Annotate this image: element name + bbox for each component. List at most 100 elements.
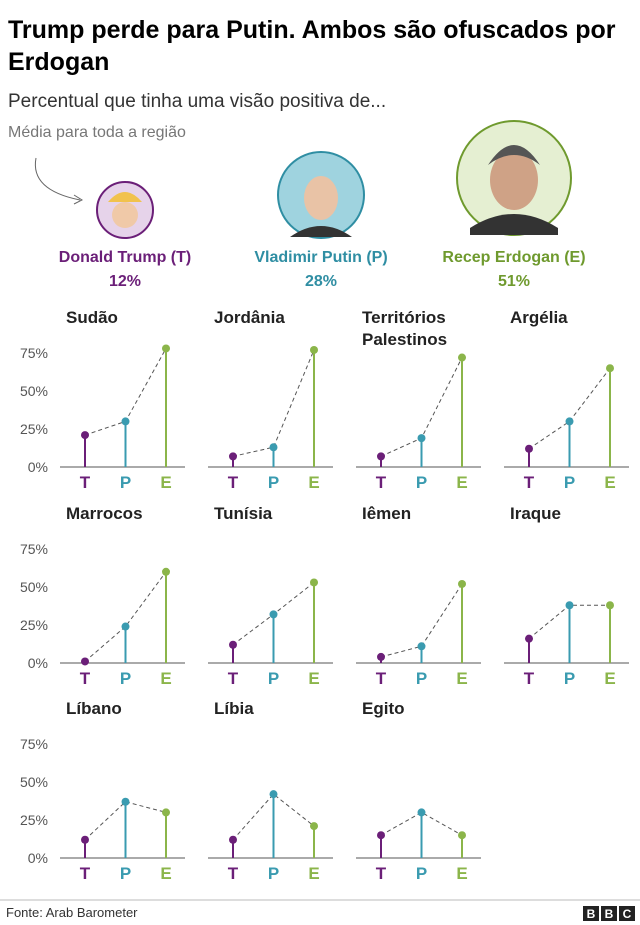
- logo-block: [583, 906, 599, 921]
- dot: [121, 797, 130, 806]
- trend-line: [232, 349, 315, 457]
- x-tick-label: P: [120, 669, 131, 688]
- dot: [458, 353, 466, 362]
- leader-name: Vladimir Putin (P): [254, 249, 387, 266]
- dot: [162, 567, 170, 576]
- dot: [417, 808, 426, 817]
- chart-title: Marrocos: [66, 504, 143, 523]
- logo-block: [601, 906, 617, 921]
- dot: [525, 634, 533, 643]
- chart-title: Líbia: [214, 699, 254, 718]
- y-tick-label: 50%: [20, 579, 48, 595]
- dot: [121, 622, 130, 631]
- x-tick-label: T: [228, 473, 239, 492]
- subtitle: Percentual que tinha uma visão positiva …: [8, 91, 387, 112]
- x-tick-label: T: [228, 669, 239, 688]
- y-tick-label: 75%: [20, 541, 48, 557]
- x-tick-label: P: [268, 669, 279, 688]
- x-tick-label: T: [80, 864, 91, 883]
- x-tick-label: T: [524, 473, 535, 492]
- face: [490, 150, 538, 210]
- title: Trump perde para Putin. Ambos são ofusca…: [8, 16, 616, 76]
- x-tick-label: T: [376, 864, 387, 883]
- x-tick-label: P: [564, 473, 575, 492]
- x-tick-label: E: [604, 473, 615, 492]
- leader-value: 12%: [109, 273, 141, 290]
- dot: [417, 434, 426, 443]
- y-tick-label: 25%: [20, 617, 48, 633]
- x-tick-label: T: [80, 669, 91, 688]
- x-tick-label: E: [308, 473, 319, 492]
- y-tick-label: 0%: [28, 459, 48, 475]
- x-tick-label: P: [416, 473, 427, 492]
- dot: [458, 831, 466, 840]
- dot: [310, 822, 318, 831]
- source: Fonte: Arab Barometer: [6, 905, 138, 920]
- x-tick-label: E: [160, 864, 171, 883]
- x-tick-label: P: [416, 864, 427, 883]
- arrow-head: [73, 194, 84, 205]
- x-tick-label: P: [268, 473, 279, 492]
- suit: [470, 214, 558, 235]
- y-tick-label: 50%: [20, 774, 48, 790]
- annotation-arrow: [34, 157, 81, 201]
- dot: [417, 642, 426, 651]
- x-tick-label: E: [308, 864, 319, 883]
- x-tick-label: P: [416, 669, 427, 688]
- dot: [310, 345, 318, 354]
- x-tick-label: P: [120, 473, 131, 492]
- chart-title: Sudão: [66, 308, 118, 327]
- chart-title: Egito: [362, 699, 405, 718]
- logo-letter: C: [623, 907, 632, 921]
- x-tick-label: T: [228, 864, 239, 883]
- leader-value: 51%: [498, 273, 530, 290]
- dot: [121, 417, 130, 426]
- logo-block: [619, 906, 635, 921]
- trend-line: [84, 571, 167, 662]
- dot: [565, 417, 574, 426]
- x-tick-label: E: [604, 669, 615, 688]
- dot: [229, 835, 237, 844]
- x-tick-label: E: [456, 473, 467, 492]
- hair: [488, 145, 540, 165]
- face: [112, 202, 138, 228]
- x-tick-label: T: [376, 669, 387, 688]
- dot: [162, 808, 170, 817]
- x-tick-label: T: [80, 473, 91, 492]
- chart-title: Líbano: [66, 699, 122, 718]
- y-tick-label: 25%: [20, 421, 48, 437]
- dot: [162, 344, 170, 353]
- x-tick-label: P: [268, 864, 279, 883]
- x-tick-label: P: [120, 864, 131, 883]
- y-tick-label: 25%: [20, 812, 48, 828]
- x-tick-label: E: [456, 669, 467, 688]
- y-tick-label: 0%: [28, 655, 48, 671]
- logo-letter: B: [587, 907, 596, 921]
- dot: [377, 831, 385, 840]
- dot: [377, 652, 385, 661]
- leader-name: Donald Trump (T): [59, 249, 191, 266]
- hair: [108, 192, 142, 202]
- dot: [269, 610, 278, 619]
- dot: [81, 835, 89, 844]
- chart-title: Jordânia: [214, 308, 285, 327]
- face: [304, 176, 338, 220]
- leader-value: 28%: [305, 273, 337, 290]
- dot: [565, 601, 574, 610]
- y-tick-label: 0%: [28, 850, 48, 866]
- y-tick-label: 75%: [20, 736, 48, 752]
- x-tick-label: T: [524, 669, 535, 688]
- chart-title: Iraque: [510, 504, 562, 523]
- chart-title: Argélia: [510, 308, 568, 327]
- dot: [525, 444, 533, 453]
- chart-title: Tunísia: [214, 504, 273, 523]
- dot: [229, 640, 237, 649]
- x-tick-label: P: [564, 669, 575, 688]
- dot: [229, 452, 237, 461]
- suit: [290, 226, 352, 237]
- dot: [458, 579, 466, 588]
- y-tick-label: 50%: [20, 383, 48, 399]
- logo-letter: B: [605, 907, 614, 921]
